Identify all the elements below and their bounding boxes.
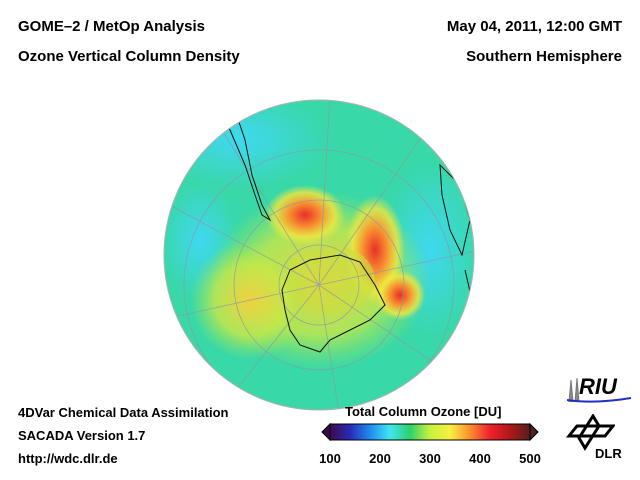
dlr-emblem-icon <box>565 414 615 451</box>
colorbar-tick: 200 <box>369 451 391 466</box>
dlr-logo: DLR <box>565 414 635 464</box>
footer-line1: 4DVar Chemical Data Assimilation <box>18 405 229 420</box>
riu-wave-icon <box>566 397 632 403</box>
riu-logo-text: RIU <box>579 374 617 399</box>
colorbar-tick: 500 <box>519 451 541 466</box>
dlr-logo-text: DLR <box>595 446 622 461</box>
colorbar-title: Total Column Ozone [DU] <box>345 404 502 419</box>
colorbar-tick: 300 <box>419 451 441 466</box>
title-line1: GOME–2 / MetOp Analysis <box>18 18 205 35</box>
footer-line2: SACADA Version 1.7 <box>18 428 146 443</box>
colorbar-tick: 100 <box>319 451 341 466</box>
ozone-field <box>164 100 474 410</box>
title-line2: Ozone Vertical Column Density <box>18 48 240 65</box>
riu-towers-icon <box>568 377 580 402</box>
graticule <box>164 100 474 410</box>
riu-logo: RIU <box>565 374 635 404</box>
region-label: Southern Hemisphere <box>466 48 622 65</box>
date-label: May 04, 2011, 12:00 GMT <box>446 18 622 35</box>
colorbar-tick: 400 <box>469 451 491 466</box>
colorbar <box>321 422 539 442</box>
footer-link[interactable]: http://wdc.dlr.de <box>18 451 118 466</box>
